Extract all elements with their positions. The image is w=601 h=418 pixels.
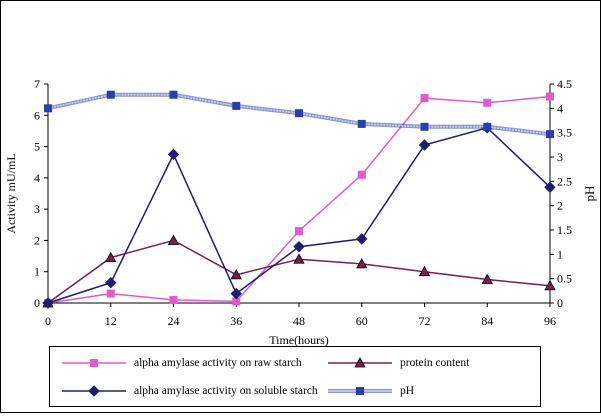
legend-label-raw-starch: alpha amylase activity on raw starch [134, 357, 302, 369]
legend-swatch-soluble-starch [62, 385, 126, 397]
point-ph-84 [483, 122, 492, 131]
point-raw-starch-12 [106, 289, 115, 298]
point-soluble-starch-0 [42, 297, 54, 309]
y-right-tick-label: 3 [557, 150, 563, 164]
y-right-tick-label: 1 [557, 247, 563, 261]
legend-swatch-raw-starch [62, 359, 126, 367]
y-left-tick-label: 4 [34, 171, 40, 185]
legend-label-soluble-starch: alpha amylase activity on soluble starch [134, 385, 318, 397]
y-right-tick-label: 1.5 [557, 223, 572, 237]
point-raw-starch-60 [357, 170, 366, 179]
point-soluble-starch-36 [230, 287, 242, 300]
point-raw-starch-48 [295, 227, 303, 236]
legend-entry-raw-starch: alpha amylase activity on raw starch [60, 354, 302, 372]
point-ph-72 [420, 122, 429, 131]
y-left-tick-label: 6 [34, 108, 40, 122]
legend-marker [90, 359, 98, 367]
series-line-soluble-starch [47, 126, 551, 304]
point-ph-96 [546, 130, 554, 139]
x-tick-label: 96 [544, 314, 556, 328]
point-ph-36 [232, 101, 241, 110]
point-ph-0 [44, 104, 52, 113]
legend-box [49, 346, 541, 407]
y-axis-label-right: pH [582, 186, 597, 202]
legend-marker [356, 387, 364, 395]
y-left-tick-label: 2 [34, 233, 40, 247]
point-protein-48 [293, 253, 305, 264]
legend-entry-ph: pH [326, 382, 414, 400]
y-left-tick-label: 7 [34, 77, 40, 91]
point-soluble-starch-96 [544, 181, 556, 193]
y-right-tick-label: 0 [557, 296, 563, 310]
point-soluble-starch-72 [418, 139, 431, 151]
y-right-tick-label: 0.5 [557, 272, 572, 286]
point-soluble-starch-24 [167, 148, 180, 161]
y-right-tick-label: 2 [557, 199, 563, 213]
point-raw-starch-84 [483, 98, 492, 107]
legend-label-protein: protein content [400, 357, 470, 369]
y-right-tick-label: 4.5 [557, 77, 572, 91]
point-soluble-starch-60 [356, 233, 368, 245]
x-tick-label: 12 [105, 314, 117, 328]
legend-swatch-protein [328, 357, 392, 368]
y-left-tick-label: 0 [34, 296, 40, 310]
x-tick-label: 72 [419, 314, 431, 328]
point-protein-60 [356, 258, 368, 269]
legend-marker [354, 357, 366, 368]
y-right-tick-label: 3.5 [557, 126, 572, 140]
point-ph-60 [357, 119, 366, 128]
point-protein-24 [167, 234, 180, 245]
point-protein-36 [230, 269, 242, 280]
x-tick-label: 48 [293, 314, 305, 328]
legend-entry-protein: protein content [326, 354, 469, 372]
legend-marker [88, 385, 100, 397]
y-right-tick-label: 2.5 [557, 174, 572, 188]
point-ph-12 [106, 90, 115, 99]
point-protein-12 [105, 251, 117, 263]
point-raw-starch-72 [420, 94, 429, 103]
point-soluble-starch-48 [293, 240, 305, 253]
y-axis-label-left: Activity mU/mL [4, 153, 18, 233]
x-tick-label: 84 [481, 314, 493, 328]
point-protein-72 [418, 265, 431, 277]
x-tick-label: 0 [45, 314, 51, 328]
y-left-tick-label: 3 [34, 202, 40, 216]
point-ph-24 [169, 90, 178, 99]
point-protein-84 [481, 273, 493, 284]
point-ph-48 [295, 109, 303, 118]
x-tick-label: 24 [168, 314, 180, 328]
legend-entry-soluble-starch: alpha amylase activity on soluble starch [60, 382, 318, 400]
x-tick-label: 36 [230, 314, 242, 328]
y-right-tick-label: 4 [557, 101, 563, 115]
y-left-tick-label: 5 [34, 140, 40, 154]
point-protein-96 [544, 279, 556, 291]
y-left-tick-label: 1 [34, 265, 40, 279]
point-soluble-starch-12 [105, 276, 117, 289]
point-raw-starch-96 [546, 92, 554, 101]
legend-swatch-ph [328, 387, 392, 395]
x-tick-label: 60 [356, 314, 368, 328]
legend-label-ph: pH [400, 385, 415, 397]
x-axis-label: Time(hours) [269, 333, 329, 347]
point-raw-starch-24 [169, 295, 178, 304]
